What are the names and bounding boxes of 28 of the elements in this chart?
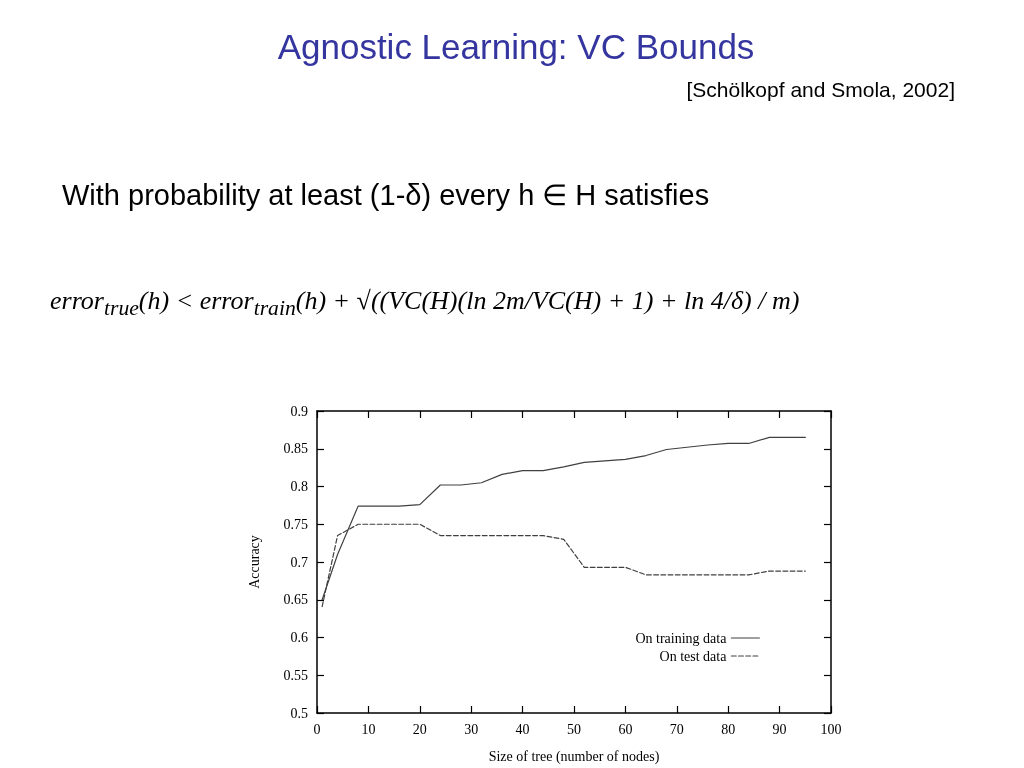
y-axis-title: Accuracy (246, 535, 262, 589)
y-tick-label: 0.7 (290, 554, 308, 570)
x-tick-label: 100 (820, 721, 842, 737)
y-tick-label: 0.55 (283, 667, 308, 683)
y-tick-label: 0.9 (290, 403, 308, 419)
text: With probability at least (1-δ) every h ∈ H satisfies (62, 178, 710, 213)
x-tick-label: 60 (618, 721, 633, 737)
x-tick-label: 90 (772, 721, 787, 737)
x-axis-title: Size of tree (number of nodes) (488, 748, 660, 765)
y-tick-label: 0.85 (283, 441, 308, 457)
text: error$_{true}$(h) < error$_{train}$(h) + √((VC(H)(ln 2m/VC(H) + 1) + ln 4/δ) / m) (50, 285, 800, 323)
chart-subtitle: [Schölkopf and Smola, 2002] (686, 77, 955, 103)
x-tick-label: 0 (313, 721, 321, 737)
y-tick-label: 0.8 (290, 479, 308, 494)
legend-label: On training data (635, 630, 728, 646)
x-tick-label: 50 (567, 721, 581, 737)
x-tick-label: 30 (464, 721, 479, 737)
x-tick-label: 70 (669, 721, 684, 737)
x-tick-label: 40 (515, 721, 530, 737)
y-tick-label: 0.75 (283, 516, 308, 532)
x-tick-label: 10 (361, 721, 376, 737)
chart-title: Agnostic Learning: VC Bounds (276, 26, 756, 68)
x-tick-label: 20 (412, 721, 427, 737)
x-tick-label: 80 (721, 721, 736, 737)
y-tick-label: 0.6 (290, 630, 308, 645)
y-tick-label: 0.65 (283, 592, 308, 608)
legend-label: On test data (659, 648, 728, 664)
y-tick-label: 0.5 (290, 705, 308, 721)
